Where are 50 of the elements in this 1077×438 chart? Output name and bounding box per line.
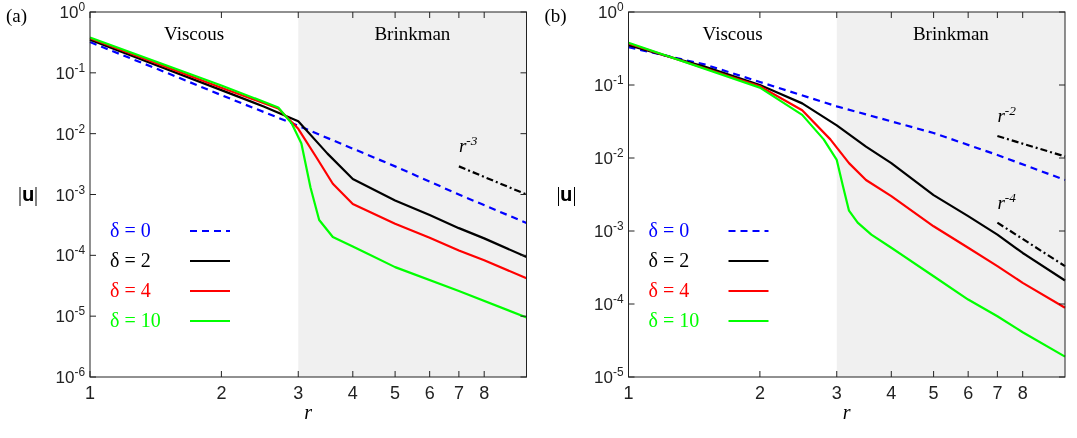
y-tick-label: 10$^{-4}$	[594, 292, 624, 314]
y-tick-label: 10$^{-4}$	[55, 243, 86, 266]
band-label: Brinkman	[374, 23, 451, 44]
series-label: r$^{-3}$	[458, 132, 478, 157]
x-tick-label: 4	[347, 383, 358, 403]
annotation: Viscous	[164, 23, 225, 44]
y-axis-title: |𝐮|	[556, 182, 577, 206]
band-label: Brinkman	[912, 23, 990, 44]
x-tick-label: 6	[424, 383, 435, 403]
y-axis-title: |𝐮|	[17, 182, 39, 206]
legend-label: δ = 0	[110, 219, 151, 241]
x-tick-label: 2	[754, 383, 765, 403]
x-tick-label: 8	[479, 383, 490, 403]
y-tick-label: 10$^{-1}$	[55, 60, 86, 83]
x-axis-title: r	[842, 401, 851, 423]
legend-label: δ = 10	[648, 309, 700, 331]
chart-title: (a)	[6, 5, 28, 27]
y-tick-label: 10$^{-3}$	[594, 219, 624, 241]
x-tick-label: 7	[992, 383, 1003, 403]
legend-label: δ = 10	[110, 309, 161, 331]
legend-label: δ = 2	[110, 249, 151, 271]
y-tick-label: 10$^{-1}$	[594, 73, 624, 95]
chart-title: (b)	[544, 5, 567, 27]
x-tick-label: 5	[928, 383, 939, 403]
x-tick-label: 1	[623, 383, 634, 403]
series-label: r$^{-2}$	[997, 102, 1017, 127]
legend-label: δ = 0	[648, 219, 690, 241]
x-tick-label: 1	[84, 383, 96, 403]
annotation: Viscous	[702, 23, 763, 44]
x-tick-label: 3	[831, 383, 842, 403]
x-tick-label: 8	[1017, 383, 1028, 403]
legend-label: δ = 4	[648, 279, 690, 301]
y-tick-label: 10$^{-5}$	[55, 304, 86, 327]
x-tick-label: 5	[390, 383, 401, 403]
y-tick-label: 10$^{-2}$	[594, 146, 624, 168]
y-tick-label: 10$^{-3}$	[55, 182, 86, 205]
legend-label: δ = 2	[648, 249, 690, 271]
y-tick-label: 10$^{-6}$	[55, 365, 86, 387]
legend-label: δ = 4	[110, 279, 151, 301]
x-axis-title: r	[304, 401, 313, 423]
x-tick-label: 6	[963, 383, 974, 403]
series-label: r$^{-4}$	[997, 189, 1017, 213]
x-tick-label: 4	[886, 383, 897, 403]
y-tick-label: 10$^{-2}$	[55, 121, 86, 144]
y-tick-label: 10$^{-5}$	[594, 365, 624, 387]
y-tick-label: 10$^{0}$	[597, 0, 624, 22]
x-tick-label: 3	[293, 383, 304, 403]
x-tick-label: 7	[453, 383, 464, 403]
x-tick-label: 2	[216, 383, 227, 403]
y-tick-label: 10$^{0}$	[59, 0, 86, 22]
